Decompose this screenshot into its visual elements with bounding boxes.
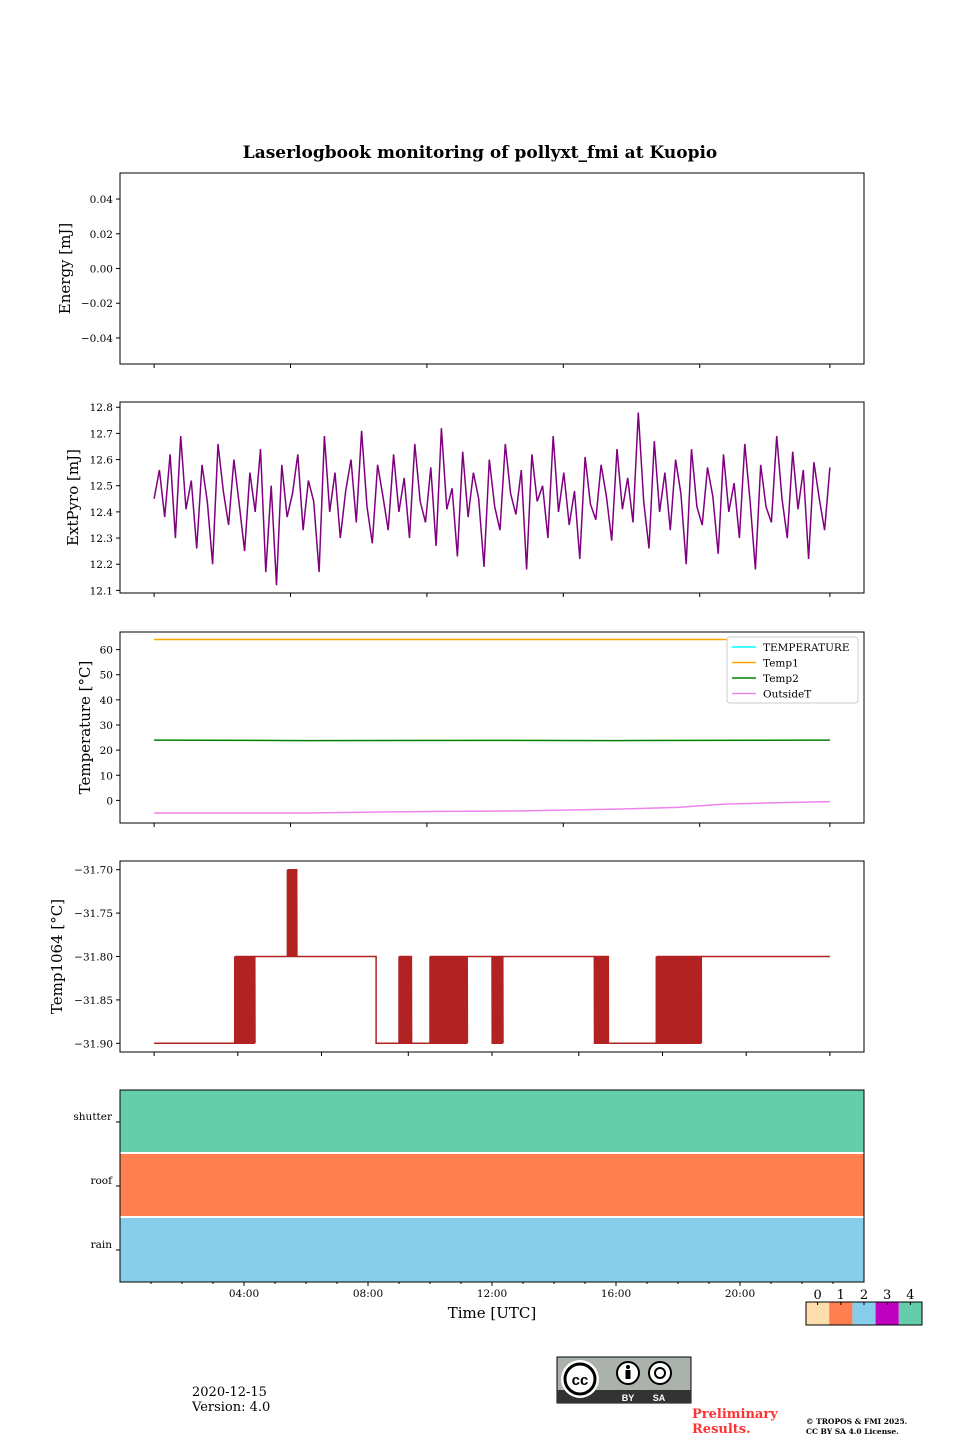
- copyright-text: © TROPOS & FMI 2025.: [806, 1417, 907, 1426]
- colorbar-label: 1: [837, 1288, 845, 1303]
- ytick-label: −0.04: [81, 333, 113, 345]
- preliminary-text-2: Results.: [692, 1422, 751, 1437]
- cc-by-label: BY: [622, 1393, 635, 1403]
- colorbar-label: 0: [813, 1288, 821, 1303]
- colorbar-swatch-0: [806, 1302, 830, 1325]
- ytick-label: −31.90: [74, 1038, 113, 1050]
- axes-frame: [119, 860, 865, 1053]
- status-band-rain: [120, 1218, 864, 1282]
- colorbar-label: 2: [860, 1288, 868, 1303]
- legend: TEMPERATURE Temp1 Temp2 OutsideT: [726, 636, 859, 704]
- xtick-label: 04:00: [229, 1288, 259, 1300]
- axes-frame: [119, 172, 865, 365]
- legend-label: OutsideT: [763, 689, 811, 701]
- xtick-label: 08:00: [353, 1288, 383, 1300]
- series-line-temp2: [154, 739, 830, 742]
- status-band-roof: [120, 1154, 864, 1216]
- ytick-label-rain: rain: [91, 1239, 113, 1251]
- yaxis-label: Energy [mJ]: [56, 223, 74, 314]
- ytick-label: 10: [100, 770, 113, 782]
- xtick-label: 12:00: [477, 1288, 507, 1300]
- yaxis-label: Temp1064 [°C]: [48, 899, 66, 1014]
- colorbar-swatch-1: [829, 1302, 853, 1325]
- cc-icon: cc: [572, 1372, 589, 1389]
- ytick-label: 0: [106, 795, 113, 807]
- legend-label: TEMPERATURE: [763, 642, 850, 654]
- band-separator: [120, 1152, 864, 1154]
- preliminary-text: Preliminary: [692, 1407, 778, 1422]
- footer-date: 2020-12-15: [192, 1385, 267, 1400]
- ytick-label: 20: [100, 745, 113, 757]
- ytick-label: −0.02: [81, 298, 113, 310]
- ytick-label: 12.4: [90, 507, 114, 519]
- ytick-label-shutter: shutter: [73, 1111, 113, 1123]
- subplot-1: 0.04 0.02 0.00 −0.02 −0.04 Energy [mJ]: [56, 172, 865, 368]
- subplot-2: 12.8 12.7 12.6 12.5 12.4 12.3 12.2 12.1 ExtPyro …: [64, 401, 865, 597]
- ytick-label: 12.6: [90, 455, 114, 467]
- subplot-status: shutter roof rain 04:00 08:00 12:00 16:00 20:00: [73, 1089, 865, 1300]
- footer-version: Version: 4.0: [191, 1400, 270, 1415]
- colorbar-swatch-2: [852, 1302, 876, 1325]
- colorbar-frame: [805, 1301, 923, 1326]
- ytick-label: 0.02: [90, 229, 113, 241]
- band-separator: [120, 1216, 864, 1218]
- ytick-label: 12.3: [90, 533, 113, 545]
- legend-label: Temp1: [763, 658, 799, 670]
- axes-frame: [119, 401, 865, 594]
- ytick-label: −31.75: [74, 908, 113, 920]
- series-line-outsidet: [154, 800, 830, 814]
- colorbar-label: 3: [883, 1288, 891, 1303]
- ytick-label: 12.7: [90, 428, 113, 440]
- ytick-label: −31.85: [74, 995, 113, 1007]
- ytick-label: 12.8: [90, 402, 113, 414]
- ytick-label: 50: [100, 670, 113, 682]
- license-text: CC BY SA 4.0 License.: [806, 1427, 899, 1436]
- cc-sa-label: SA: [653, 1393, 666, 1403]
- colorbar-swatch-4: [898, 1302, 922, 1325]
- xaxis-label: Time [UTC]: [448, 1304, 537, 1322]
- ytick-label: 0.04: [90, 194, 114, 206]
- figure-title: Laserlogbook monitoring of pollyxt_fmi a…: [243, 143, 718, 163]
- axes-frame: [119, 1089, 865, 1283]
- yaxis-label: ExtPyro [mJ]: [64, 449, 82, 546]
- ytick-label: −31.70: [74, 865, 113, 877]
- ytick-label: 0.00: [90, 264, 113, 276]
- status-band-shutter: [120, 1090, 864, 1152]
- sa-icon: [648, 1361, 672, 1385]
- temp1064-line: [154, 868, 830, 1045]
- ytick-label: 30: [100, 720, 113, 732]
- ytick-label-roof: roof: [90, 1175, 113, 1187]
- colorbar-swatch-3: [875, 1302, 899, 1325]
- cc-by-sa-logo: cc BY SA: [556, 1356, 692, 1404]
- ytick-label: −31.80: [74, 952, 113, 964]
- ytick-label: 12.5: [90, 481, 113, 493]
- ytick-label: 12.1: [90, 585, 113, 597]
- colorbar-label: 4: [906, 1288, 914, 1303]
- xtick-label: 16:00: [601, 1288, 631, 1300]
- ytick-label: 60: [100, 645, 113, 657]
- ytick-label: 12.2: [90, 559, 113, 571]
- subplot-3: 60 50 40 30 20 10 0 Temperature [°C] TEMPERATURE…: [76, 631, 865, 827]
- legend-label: Temp2: [763, 673, 799, 685]
- subplot-4: −31.70 −31.75 −31.80 −31.85 −31.90 Temp1064 […: [48, 860, 865, 1056]
- extpyro-line: [153, 412, 831, 586]
- ytick-label: 40: [100, 695, 113, 707]
- yaxis-label: Temperature [°C]: [76, 661, 94, 795]
- axes-frame: [119, 631, 865, 824]
- xtick-label: 20:00: [725, 1288, 755, 1300]
- legend-box: [726, 636, 859, 704]
